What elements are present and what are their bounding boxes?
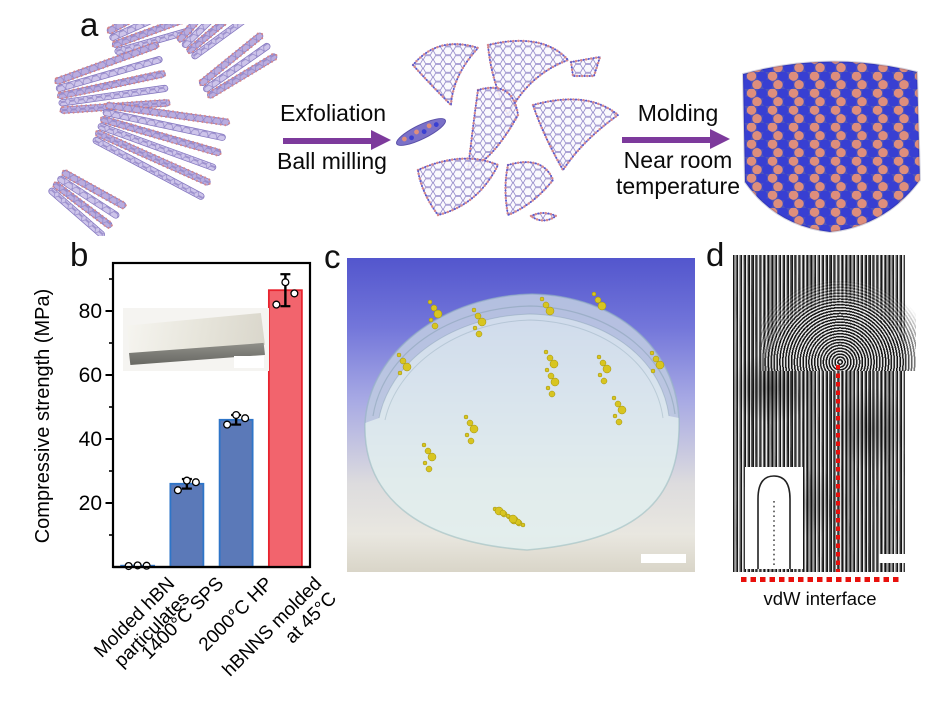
data-point xyxy=(191,478,200,487)
ball-milling-label: Ball milling xyxy=(277,148,387,174)
arrow-head-icon xyxy=(710,129,730,149)
bar xyxy=(267,289,303,568)
data-point xyxy=(241,414,250,423)
exfoliation-arrow xyxy=(283,130,391,151)
hbn-flake-stack xyxy=(106,24,193,55)
y-tick-label: 60 xyxy=(79,364,102,387)
hbn-flake-stack xyxy=(53,41,171,115)
defect-particles xyxy=(396,291,665,528)
arrow-shaft xyxy=(283,137,371,144)
arrow-head-icon xyxy=(371,130,391,150)
scale-bar xyxy=(641,554,686,563)
hbn-flake-sideview xyxy=(396,118,446,146)
bar-chart: 20 40 60 80 xyxy=(79,261,312,571)
sample-photo xyxy=(123,308,269,371)
hbn-flake-stack xyxy=(198,31,278,100)
photo-scale-bar xyxy=(234,356,264,368)
hbn-crystal-illustration xyxy=(741,60,922,234)
x-tick-label: Molded hBN particulates xyxy=(89,573,194,672)
fold-schematic-inset xyxy=(745,467,803,569)
x-tick-label: hBNNS molded at 45°C xyxy=(219,573,342,681)
hbn-stacks-illustration xyxy=(48,24,278,236)
vdw-interface-marker-line xyxy=(836,365,840,572)
tomography-image xyxy=(347,258,695,572)
vdw-interface-caption: vdW interface xyxy=(763,588,877,609)
panel-a-label: a xyxy=(80,6,99,43)
molding-label: Molding xyxy=(637,100,719,126)
data-point xyxy=(173,486,182,495)
y-tick-label: 80 xyxy=(79,300,102,323)
lattice-arch-fringes xyxy=(761,259,916,371)
tem-image xyxy=(733,255,916,572)
bar xyxy=(169,482,205,568)
data-point xyxy=(290,289,299,298)
exfoliation-label: Exfoliation xyxy=(279,100,387,126)
panel-d-label: d xyxy=(706,236,725,273)
hbn-flake-stack xyxy=(176,24,263,60)
data-point xyxy=(272,300,281,309)
hbn-flake-stack xyxy=(92,101,231,200)
y-axis-label: Compressive strength (MPa) xyxy=(32,288,54,544)
vdw-interface-dotted-line xyxy=(741,577,899,582)
near-room-temperature-label: Near room temperature xyxy=(615,147,740,200)
scale-bar xyxy=(879,554,905,563)
data-point xyxy=(223,420,232,429)
y-tick-label: 20 xyxy=(79,492,102,515)
molding-arrow xyxy=(622,129,730,150)
data-point xyxy=(182,476,191,485)
tomography-render xyxy=(364,291,680,551)
hbn-flake-stack xyxy=(48,169,127,236)
y-tick-label: 40 xyxy=(79,428,102,451)
hbn-nanosheets-illustration xyxy=(396,39,620,222)
arrow-shaft xyxy=(622,136,710,143)
bar xyxy=(218,418,254,568)
panel-b-label: b xyxy=(70,236,89,273)
data-point xyxy=(281,278,290,287)
panel-c-label: c xyxy=(324,238,341,275)
data-point xyxy=(232,410,241,420)
